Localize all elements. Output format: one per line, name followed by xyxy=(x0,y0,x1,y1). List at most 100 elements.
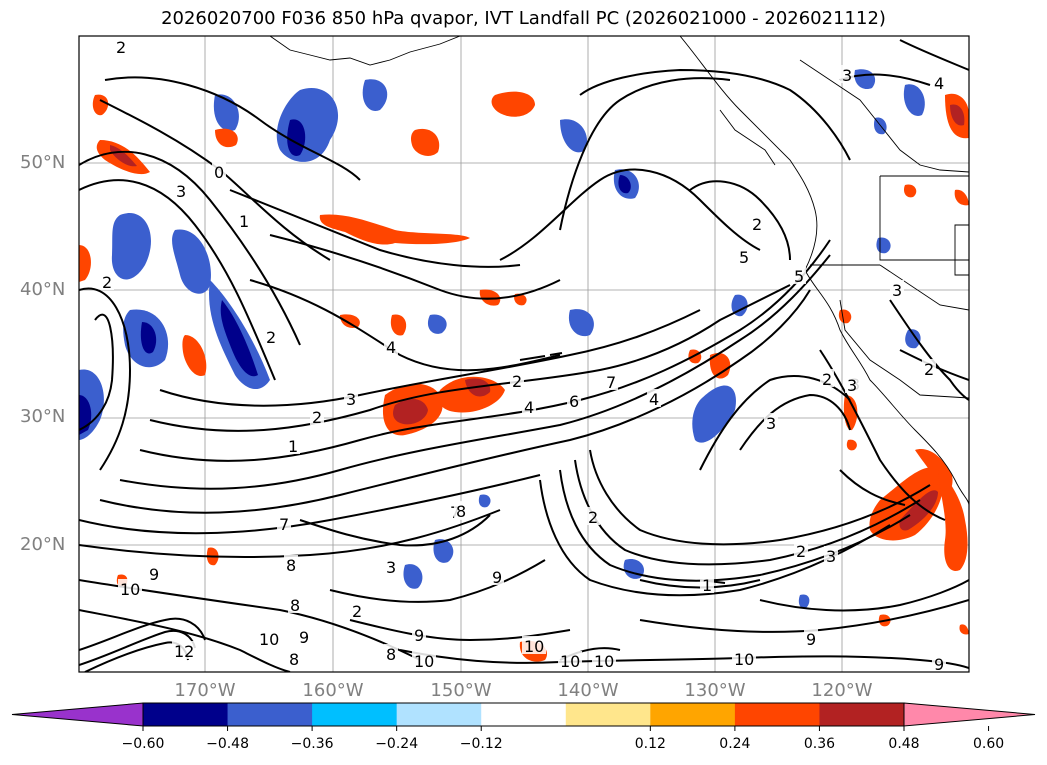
contour-label-bg xyxy=(174,181,188,199)
contour-label-bg xyxy=(764,413,778,431)
contour-label: 3 xyxy=(766,414,776,433)
contour-label-bg xyxy=(344,389,358,407)
contour-label: 2 xyxy=(924,360,934,379)
contour-label: 3 xyxy=(892,281,902,300)
contour-label: 4 xyxy=(386,338,396,357)
contour-label-bg xyxy=(310,407,324,425)
contour-label-bg xyxy=(257,629,281,647)
contour-label: 2 xyxy=(796,542,806,561)
contour-label: 8 xyxy=(290,596,300,615)
contour-label-bg xyxy=(454,501,468,519)
contour-label-bg xyxy=(384,644,398,662)
contour-label: 5 xyxy=(739,248,749,267)
colorbar-tick-label: 0.12 xyxy=(634,736,666,752)
contour-label: 10 xyxy=(594,652,614,671)
contour-label-bg xyxy=(794,541,808,559)
colorbar-segment xyxy=(734,703,820,726)
contour-label: 9 xyxy=(806,630,816,649)
colorbar-tick-label: −0.24 xyxy=(375,736,419,752)
contour-label: 3 xyxy=(386,558,396,577)
contour-label: 0 xyxy=(214,163,224,182)
lon-label-140w: 140°W xyxy=(557,680,619,701)
contour-label: 4 xyxy=(524,398,534,417)
colorbar-extend-min xyxy=(11,702,144,727)
contour-label: 2 xyxy=(102,273,112,292)
contour-label-bg xyxy=(297,627,311,645)
colorbar xyxy=(11,702,1036,731)
contour-label: 3 xyxy=(176,182,186,201)
contour-label: 2 xyxy=(266,328,276,347)
contour-label: 2 xyxy=(512,372,522,391)
contour-label-bg xyxy=(212,162,226,180)
colorbar-tick-label: −0.36 xyxy=(290,736,334,752)
contour-label: 3 xyxy=(346,390,356,409)
colorbar-segment xyxy=(819,703,905,726)
map-title: 2026020700 F036 850 hPa qvapor, IVT Land… xyxy=(161,8,886,29)
contour-label-bg xyxy=(522,636,546,654)
contour-label-bg xyxy=(288,595,302,613)
lon-label-130w: 130°W xyxy=(684,680,746,701)
contour-label-bg xyxy=(412,651,436,669)
contour-label: 1 xyxy=(239,212,249,231)
contour-label: 10 xyxy=(259,630,279,649)
contour-label-bg xyxy=(824,546,838,564)
contour-label: 1 xyxy=(702,576,712,595)
contour-label: 2 xyxy=(822,370,832,389)
contour-label: 9 xyxy=(934,655,944,674)
colorbar-tick-label: −0.48 xyxy=(206,736,249,752)
contour-label: 1 xyxy=(288,437,298,456)
contour-label: 8 xyxy=(386,645,396,664)
colorbar-tick-label: −0.60 xyxy=(121,736,165,752)
contour-label: 2 xyxy=(116,38,126,57)
contour-label-bg xyxy=(118,579,142,597)
contour-label-bg xyxy=(287,649,301,667)
contour-label-bg xyxy=(277,514,291,532)
colorbar-tick-label: 0.36 xyxy=(803,736,836,752)
colorbar-segment xyxy=(143,703,229,726)
qvapor-anomaly-fills xyxy=(79,69,969,662)
contour-label: 2 xyxy=(588,508,598,527)
contour-label-bg xyxy=(114,37,128,55)
contour-label-bg xyxy=(592,651,616,669)
contour-label: 8 xyxy=(289,650,299,669)
contour-label: 3 xyxy=(842,66,852,85)
contour-label-bg xyxy=(586,507,600,525)
colorbar-segment xyxy=(565,703,651,726)
contour-label: 2 xyxy=(352,602,362,621)
contour-label-bg xyxy=(412,625,426,643)
contour-label-bg xyxy=(732,649,756,667)
contour-label-bg xyxy=(264,327,278,345)
lat-label-20n: 20°N xyxy=(20,534,66,555)
contour-label: 8 xyxy=(456,502,466,521)
contour-label-bg xyxy=(647,389,661,407)
contour-label-bg xyxy=(100,272,114,290)
lon-label-150w: 150°W xyxy=(430,680,492,701)
contour-label-bg xyxy=(286,436,300,454)
contour-label-bg xyxy=(384,557,398,575)
contour-label: 10 xyxy=(734,650,754,669)
contour-label-bg xyxy=(700,575,714,593)
contour-label: 2 xyxy=(312,408,322,427)
contour-label: 4 xyxy=(934,74,944,93)
colorbar-frame xyxy=(142,702,905,727)
contour-label-bg xyxy=(804,629,818,647)
colorbar-tick-label: 0.24 xyxy=(719,736,751,752)
contour-label: 6 xyxy=(569,392,579,411)
contour-label: 9 xyxy=(149,565,159,584)
contour-label: 5 xyxy=(794,267,804,286)
colorbar-tick-label: −0.12 xyxy=(459,736,503,752)
coastlines xyxy=(269,36,969,506)
contour-label-bg xyxy=(792,266,806,284)
contour-label-bg xyxy=(750,214,764,232)
contour-label: 12 xyxy=(174,642,194,661)
colorbar-segment xyxy=(650,703,736,726)
contour-label-bg xyxy=(490,567,504,585)
contour-label: 3 xyxy=(847,376,857,395)
contour-label-bg xyxy=(350,601,364,619)
contour-label: 10 xyxy=(524,637,544,656)
contour-label-bg xyxy=(384,337,398,355)
contour-label: 9 xyxy=(299,628,309,647)
lat-label-30n: 30°N xyxy=(20,406,66,427)
colorbar-segment xyxy=(396,703,482,726)
contour-label-bg xyxy=(237,211,251,229)
